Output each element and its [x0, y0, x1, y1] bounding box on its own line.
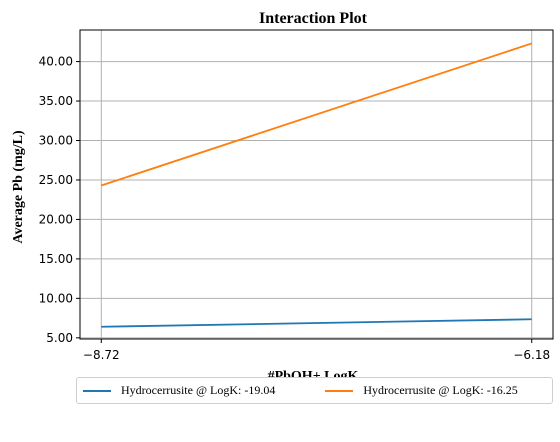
y-tick-label: 15.00 [39, 252, 73, 266]
y-axis-ticks: 5.00 10.00 15.00 20.00 25.00 30.00 35.00 40.00 [39, 55, 80, 345]
legend-swatch-series-1 [83, 389, 111, 392]
y-tick-label: 10.00 [39, 291, 73, 305]
chart-title: Interaction Plot [259, 10, 368, 27]
y-axis-label: Average Pb (mg/L) [11, 130, 26, 244]
series-line-1 [101, 318, 532, 328]
y-tick-label: 5.00 [46, 331, 73, 345]
y-tick-label: 40.00 [39, 55, 73, 69]
legend-item-series-2: Hydrocerrusite @ LogK: -16.25 [319, 383, 518, 398]
legend-label-series-1: Hydrocerrusite @ LogK: -19.04 [121, 383, 276, 397]
y-tick-label: 20.00 [39, 212, 73, 226]
y-tick-label: 35.00 [39, 94, 73, 108]
y-tick-label: 30.00 [39, 133, 73, 147]
series-lines [101, 42, 532, 328]
plot-area-frame [79, 29, 554, 340]
series-line-2 [101, 42, 532, 187]
legend: Hydrocerrusite @ LogK: -19.04 Hydrocerru… [76, 377, 553, 404]
y-tick-label: 25.00 [39, 173, 73, 187]
grid [80, 30, 553, 339]
legend-item-series-1: Hydrocerrusite @ LogK: -19.04 [77, 383, 275, 398]
x-tick-label: −6.18 [513, 348, 550, 362]
x-axis-ticks: −8.72 −6.18 [83, 339, 550, 362]
legend-label-series-2: Hydrocerrusite @ LogK: -16.25 [363, 383, 518, 397]
legend-swatch-series-2 [325, 389, 354, 392]
x-tick-label: −8.72 [83, 348, 120, 362]
